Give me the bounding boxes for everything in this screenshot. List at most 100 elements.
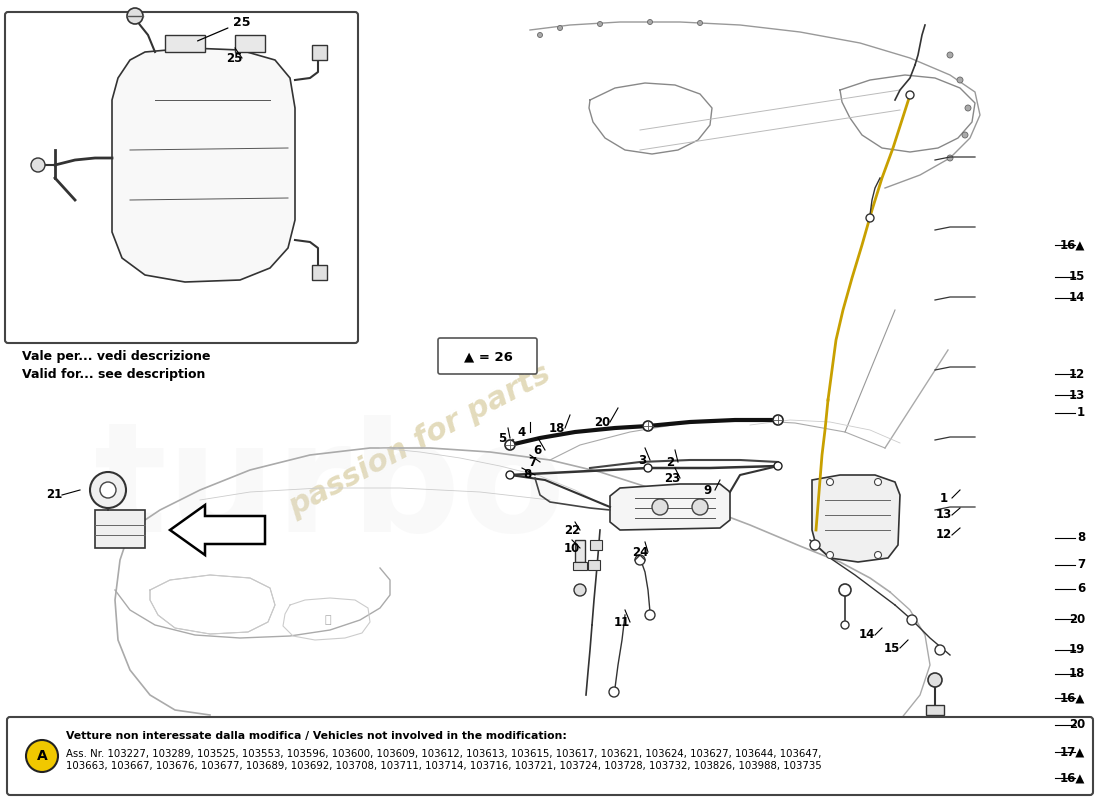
Circle shape <box>935 645 945 655</box>
Circle shape <box>947 52 953 58</box>
Circle shape <box>597 22 603 26</box>
Text: 3: 3 <box>638 454 646 466</box>
Text: 21: 21 <box>46 489 62 502</box>
Text: Ass. Nr. 103227, 103289, 103525, 103553, 103596, 103600, 103609, 103612, 103613,: Ass. Nr. 103227, 103289, 103525, 103553,… <box>66 749 822 771</box>
Text: 1: 1 <box>939 491 948 505</box>
Bar <box>95 510 145 548</box>
FancyArrow shape <box>170 505 265 555</box>
Text: 14: 14 <box>1068 291 1085 304</box>
Bar <box>573 562 587 570</box>
Circle shape <box>866 214 874 222</box>
Circle shape <box>874 478 881 486</box>
Circle shape <box>692 499 708 515</box>
Circle shape <box>635 555 645 565</box>
Text: 15: 15 <box>883 642 900 654</box>
Polygon shape <box>610 484 730 530</box>
Text: 9: 9 <box>703 483 711 497</box>
Circle shape <box>31 158 45 172</box>
Circle shape <box>26 740 58 772</box>
Text: 23: 23 <box>664 471 680 485</box>
Text: 7: 7 <box>1077 558 1085 571</box>
Polygon shape <box>812 475 900 562</box>
Text: 7: 7 <box>528 455 536 469</box>
Text: 16▲: 16▲ <box>1059 771 1085 784</box>
Text: 13: 13 <box>1069 389 1085 402</box>
Circle shape <box>773 415 783 425</box>
Bar <box>575 540 585 562</box>
Circle shape <box>644 421 653 431</box>
Text: 20: 20 <box>1069 613 1085 626</box>
Text: turbo: turbo <box>95 415 565 565</box>
Text: 20: 20 <box>594 415 610 429</box>
FancyBboxPatch shape <box>7 717 1093 795</box>
Circle shape <box>947 155 953 161</box>
Text: Vale per... vedi descrizione: Vale per... vedi descrizione <box>22 350 210 363</box>
Text: Valid for... see description: Valid for... see description <box>22 368 206 381</box>
Circle shape <box>609 687 619 697</box>
Text: 6: 6 <box>1077 582 1085 595</box>
Circle shape <box>126 8 143 24</box>
Text: 20: 20 <box>1069 718 1085 731</box>
Circle shape <box>644 464 652 472</box>
Text: 13: 13 <box>936 509 953 522</box>
Circle shape <box>648 19 652 25</box>
Text: 6: 6 <box>532 443 541 457</box>
Text: 17▲: 17▲ <box>1059 746 1085 758</box>
Text: A: A <box>36 749 47 763</box>
Text: 24: 24 <box>631 546 648 558</box>
Circle shape <box>652 499 668 515</box>
Circle shape <box>839 584 851 596</box>
Polygon shape <box>112 48 295 282</box>
Text: 18: 18 <box>549 422 565 434</box>
Text: 10: 10 <box>564 542 580 554</box>
Text: 8: 8 <box>1077 531 1085 544</box>
Text: Vetture non interessate dalla modifica / Vehicles not involved in the modificati: Vetture non interessate dalla modifica /… <box>66 731 566 741</box>
Text: passion for parts: passion for parts <box>284 358 556 522</box>
Circle shape <box>906 91 914 99</box>
Text: ▲ = 26: ▲ = 26 <box>463 350 513 363</box>
Circle shape <box>100 482 116 498</box>
Text: 16▲: 16▲ <box>1059 691 1085 704</box>
Circle shape <box>965 105 971 111</box>
Text: ⓕ: ⓕ <box>324 615 331 625</box>
FancyBboxPatch shape <box>6 12 358 343</box>
Text: 18: 18 <box>1068 667 1085 680</box>
Text: 25: 25 <box>198 15 251 41</box>
Circle shape <box>774 462 782 470</box>
Text: 5: 5 <box>498 431 506 445</box>
Circle shape <box>874 551 881 558</box>
Circle shape <box>826 551 834 558</box>
Circle shape <box>558 26 562 30</box>
Text: 25: 25 <box>226 51 242 65</box>
Text: 15: 15 <box>1068 270 1085 283</box>
Circle shape <box>645 610 654 620</box>
Circle shape <box>957 77 962 83</box>
Circle shape <box>538 33 542 38</box>
Circle shape <box>505 440 515 450</box>
Text: 2: 2 <box>666 455 674 469</box>
Circle shape <box>826 478 834 486</box>
Circle shape <box>697 21 703 26</box>
Text: 11: 11 <box>614 615 630 629</box>
Bar <box>590 540 602 550</box>
Circle shape <box>928 673 942 687</box>
Circle shape <box>842 621 849 629</box>
Text: 22: 22 <box>564 523 580 537</box>
Bar <box>926 705 944 715</box>
Text: 12: 12 <box>936 529 953 542</box>
Text: 1: 1 <box>1077 406 1085 419</box>
Text: 19: 19 <box>1068 643 1085 656</box>
Bar <box>312 265 327 280</box>
FancyBboxPatch shape <box>438 338 537 374</box>
Polygon shape <box>165 35 205 52</box>
Bar <box>312 45 327 60</box>
Text: 8: 8 <box>522 469 531 482</box>
Text: 14: 14 <box>859 629 876 642</box>
Text: 4: 4 <box>518 426 526 438</box>
Polygon shape <box>235 35 265 52</box>
Circle shape <box>90 472 126 508</box>
Circle shape <box>962 132 968 138</box>
Text: 16▲: 16▲ <box>1059 238 1085 251</box>
Circle shape <box>574 584 586 596</box>
Text: 12: 12 <box>1069 368 1085 381</box>
